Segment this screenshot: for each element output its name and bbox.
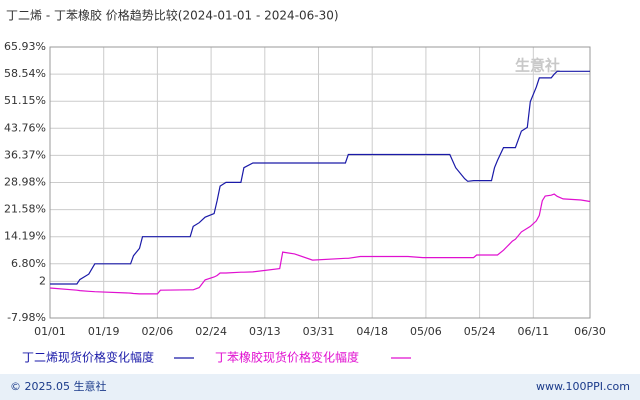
y-tick-label: 28.98% (4, 175, 46, 188)
y-tick-label: 14.19% (4, 230, 46, 243)
x-tick-label: 03/13 (249, 325, 281, 338)
footer-left: © 2025.05 生意社 (10, 379, 106, 393)
y-tick-label: 2 (39, 274, 46, 287)
x-tick-label: 04/18 (356, 325, 388, 338)
y-tick-label: 6.80% (11, 257, 46, 270)
x-tick-label: 01/01 (34, 325, 66, 338)
chart-title: 丁二烯 - 丁苯橡胶 价格趋势比较(2024-01-01 - 2024-06-3… (6, 8, 339, 23)
y-tick-label: -7.98% (7, 311, 46, 324)
line-series (49, 193, 591, 295)
y-tick-label: 36.37% (4, 148, 46, 161)
x-tick-label: 02/06 (142, 325, 174, 338)
x-tick-label: 05/06 (410, 325, 442, 338)
x-tick-label: 01/19 (88, 325, 120, 338)
plot-border (49, 46, 591, 319)
x-tick-label: 03/31 (303, 325, 335, 338)
y-tick-label: 21.58% (4, 203, 46, 216)
x-tick-label: 02/24 (195, 325, 227, 338)
y-tick-label: 65.93% (4, 40, 46, 53)
line-series (50, 70, 590, 285)
x-tick-label: 05/24 (464, 325, 496, 338)
footer-right: www.100PPI.com (536, 380, 630, 393)
y-tick-label: 51.15% (4, 94, 46, 107)
watermark: 生意社 (515, 57, 560, 75)
y-tick-label: 43.76% (4, 121, 46, 134)
footer-bar (0, 374, 640, 400)
x-tick-label: 06/11 (517, 325, 549, 338)
y-tick-label: 58.54% (4, 67, 46, 80)
legend-label: 丁二烯现货价格变化幅度 (22, 350, 154, 365)
x-tick-label: 06/30 (574, 325, 606, 338)
legend-label: 丁苯橡胶现货价格变化幅度 (215, 350, 359, 365)
